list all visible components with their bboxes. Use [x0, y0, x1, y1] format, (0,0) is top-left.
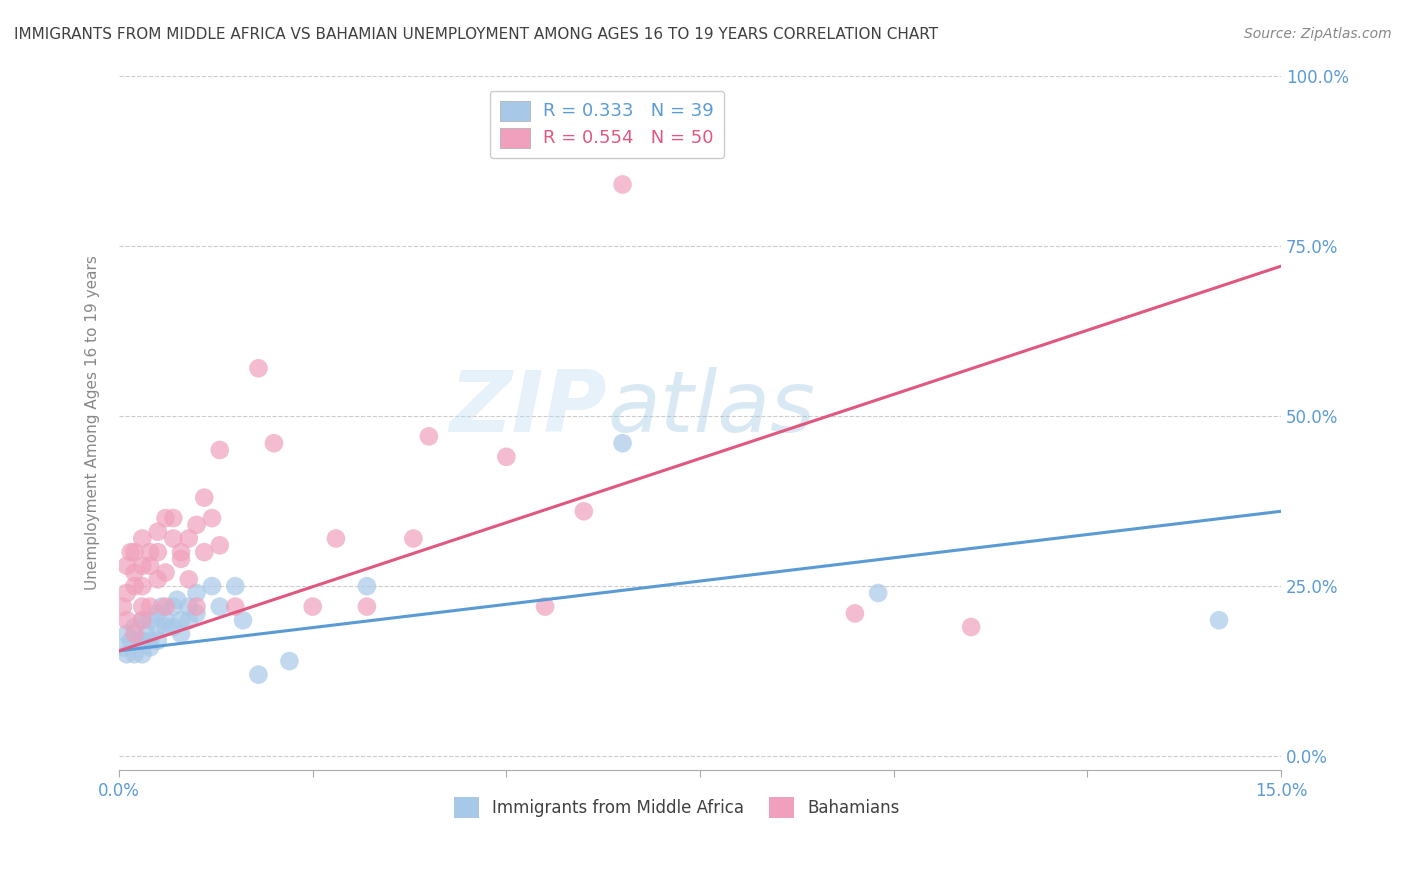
Point — [115, 627, 138, 641]
Text: Source: ZipAtlas.com: Source: ZipAtlas.com — [1244, 27, 1392, 41]
Point — [356, 599, 378, 614]
Point — [155, 620, 177, 634]
Point — [208, 442, 231, 457]
Point — [224, 579, 246, 593]
Point — [177, 532, 200, 546]
Point — [278, 654, 301, 668]
Point — [170, 613, 193, 627]
Point — [150, 599, 173, 614]
Point — [612, 436, 634, 450]
Point — [146, 620, 169, 634]
Text: ZIP: ZIP — [450, 368, 607, 450]
Point — [115, 586, 138, 600]
Point — [534, 599, 557, 614]
Point — [115, 647, 138, 661]
Point — [170, 545, 193, 559]
Point — [111, 599, 134, 614]
Point — [170, 627, 193, 641]
Point — [139, 640, 162, 655]
Point — [844, 607, 866, 621]
Point — [120, 633, 142, 648]
Text: IMMIGRANTS FROM MIDDLE AFRICA VS BAHAMIAN UNEMPLOYMENT AMONG AGES 16 TO 19 YEARS: IMMIGRANTS FROM MIDDLE AFRICA VS BAHAMIA… — [14, 27, 938, 42]
Point — [124, 627, 146, 641]
Point — [612, 178, 634, 192]
Point — [232, 613, 254, 627]
Point — [177, 599, 200, 614]
Point — [186, 517, 208, 532]
Point — [146, 607, 169, 621]
Point — [146, 633, 169, 648]
Point — [186, 607, 208, 621]
Point — [124, 620, 146, 634]
Point — [868, 586, 890, 600]
Point — [139, 599, 162, 614]
Point — [124, 647, 146, 661]
Point — [155, 566, 177, 580]
Point — [115, 613, 138, 627]
Point — [124, 545, 146, 559]
Point — [131, 613, 153, 627]
Point — [131, 579, 153, 593]
Point — [418, 429, 440, 443]
Point — [162, 532, 184, 546]
Text: atlas: atlas — [607, 368, 815, 450]
Point — [356, 579, 378, 593]
Point — [572, 504, 595, 518]
Point — [201, 579, 224, 593]
Point — [208, 599, 231, 614]
Point — [208, 538, 231, 552]
Point — [162, 620, 184, 634]
Point — [131, 613, 153, 627]
Point — [162, 599, 184, 614]
Point — [139, 633, 162, 648]
Point — [146, 573, 169, 587]
Point — [131, 532, 153, 546]
Point — [960, 620, 983, 634]
Point — [162, 511, 184, 525]
Point — [124, 566, 146, 580]
Y-axis label: Unemployment Among Ages 16 to 19 years: Unemployment Among Ages 16 to 19 years — [86, 255, 100, 591]
Point — [135, 627, 157, 641]
Point — [139, 545, 162, 559]
Point — [186, 599, 208, 614]
Point — [186, 586, 208, 600]
Point — [263, 436, 285, 450]
Legend: Immigrants from Middle Africa, Bahamians: Immigrants from Middle Africa, Bahamians — [447, 790, 907, 824]
Point — [402, 532, 425, 546]
Point — [247, 361, 270, 376]
Point — [155, 511, 177, 525]
Point — [155, 613, 177, 627]
Point — [131, 633, 153, 648]
Point — [193, 491, 215, 505]
Point — [193, 545, 215, 559]
Point — [177, 573, 200, 587]
Point — [201, 511, 224, 525]
Point — [115, 558, 138, 573]
Point — [139, 558, 162, 573]
Point — [247, 667, 270, 681]
Point — [131, 647, 153, 661]
Point — [120, 545, 142, 559]
Point — [127, 633, 149, 648]
Point — [124, 579, 146, 593]
Point — [131, 599, 153, 614]
Point — [131, 558, 153, 573]
Point — [146, 545, 169, 559]
Point — [1208, 613, 1230, 627]
Point — [325, 532, 347, 546]
Point — [177, 613, 200, 627]
Point — [155, 599, 177, 614]
Point — [495, 450, 517, 464]
Point — [224, 599, 246, 614]
Point — [139, 613, 162, 627]
Point — [146, 524, 169, 539]
Point — [301, 599, 323, 614]
Point — [170, 552, 193, 566]
Point — [166, 592, 188, 607]
Point — [111, 640, 134, 655]
